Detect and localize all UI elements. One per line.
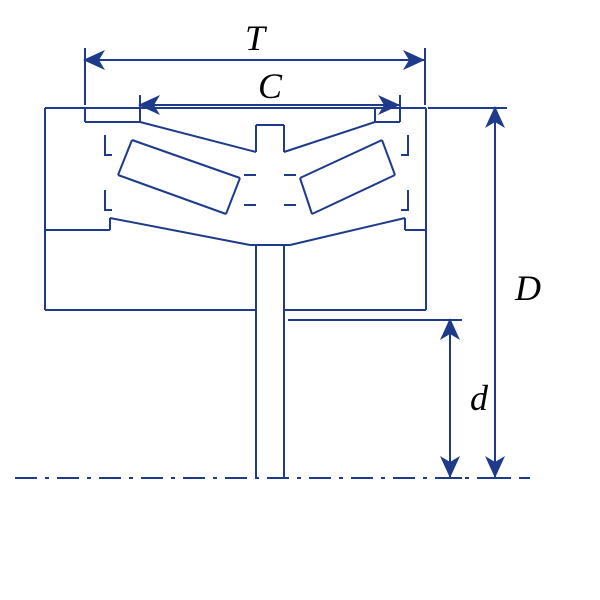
label-T: T [245,18,268,58]
dimension-T: T [85,18,425,105]
label-D: D [514,268,541,308]
bearing-diagram: T C D d [0,0,600,600]
bearing-body [45,108,426,478]
dimension-C: C [140,66,400,118]
dimension-d: d [288,320,489,478]
label-d: d [470,378,489,418]
dimension-D: D [428,108,541,478]
label-C: C [258,66,283,106]
